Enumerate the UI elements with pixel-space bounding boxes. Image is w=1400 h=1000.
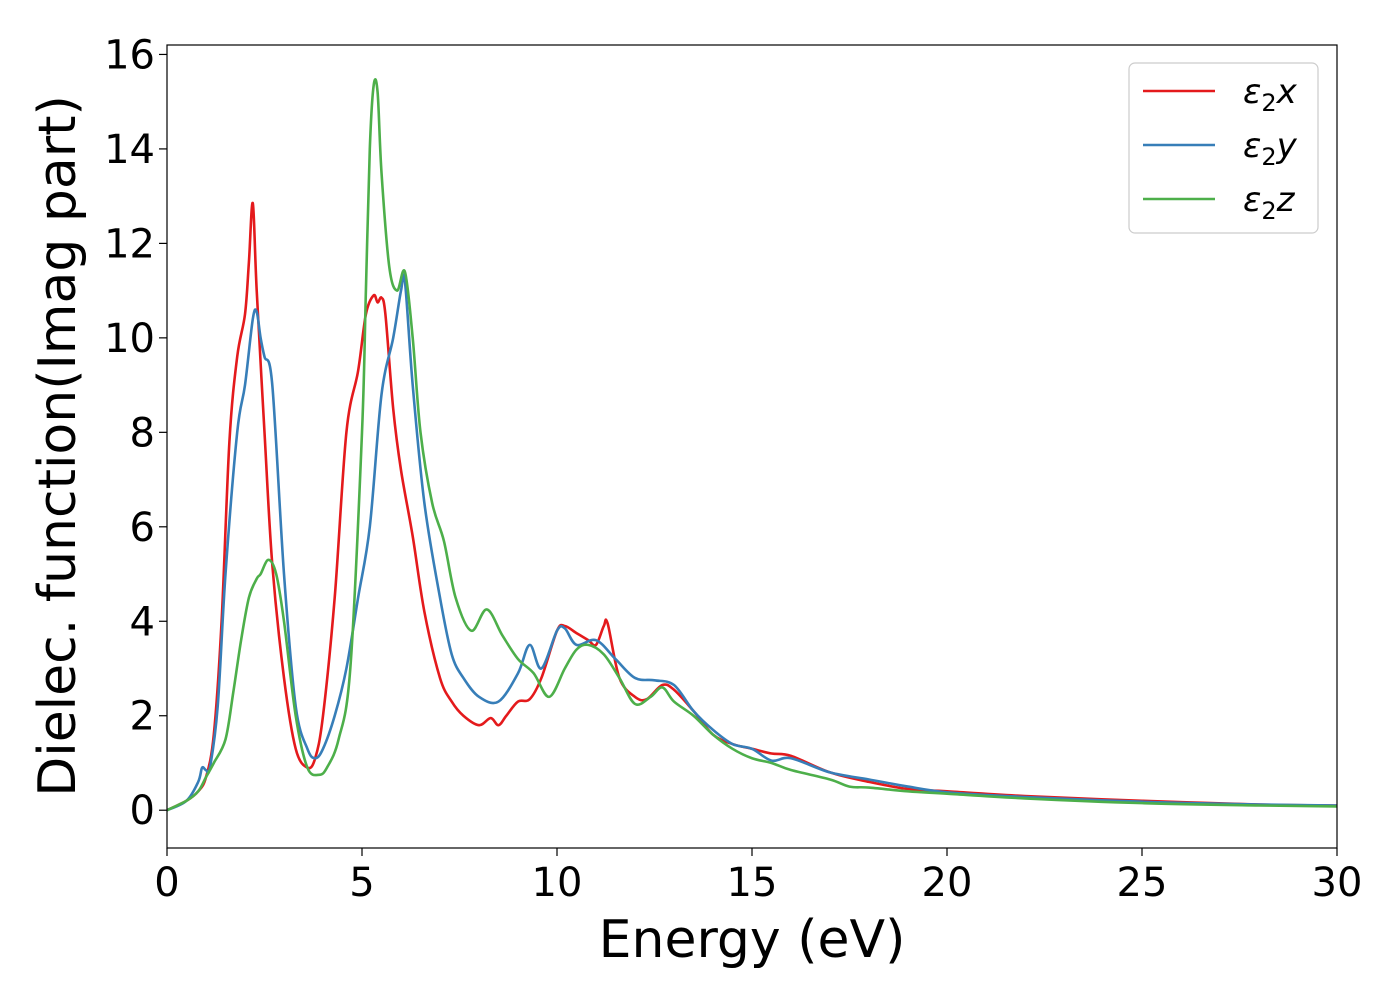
legend-box (1128, 62, 1319, 234)
y-tick-label: 6 (130, 505, 155, 551)
y-tick-label: 2 (130, 694, 155, 740)
y-tick-label: 14 (104, 127, 155, 173)
x-tick-label: 10 (532, 860, 583, 906)
y-tick-label: 4 (130, 599, 155, 645)
y-tick-label: 0 (130, 788, 155, 834)
x-tick-label: 20 (922, 860, 973, 906)
x-tick-label: 15 (727, 860, 778, 906)
y-tick-label: 10 (104, 316, 155, 362)
y-axis: 0 2 4 6 8 10 12 14 16 (104, 32, 167, 834)
series-group (167, 78, 1337, 812)
x-axis-title: Energy (eV) (599, 910, 906, 970)
x-tick-label: 30 (1312, 860, 1363, 906)
legend-label-z: ε2z (1243, 180, 1296, 225)
x-tick-label: 25 (1117, 860, 1168, 906)
x-tick-label: 0 (154, 860, 179, 906)
x-tick-label: 5 (349, 860, 374, 906)
legend-label-x: ε2x (1243, 72, 1298, 117)
legend-label-y: ε2y (1243, 126, 1298, 171)
y-tick-label: 8 (130, 410, 155, 456)
y-tick-label: 16 (104, 32, 155, 78)
y-tick-label: 12 (104, 221, 155, 267)
legend: ε2x ε2y ε2z (1128, 62, 1319, 234)
y-axis-title: Dielec. function(Imag part) (28, 95, 88, 797)
x-axis: 0 5 10 15 20 25 30 (154, 848, 1362, 906)
series-line-y (167, 273, 1337, 812)
series-line-z (167, 78, 1337, 812)
